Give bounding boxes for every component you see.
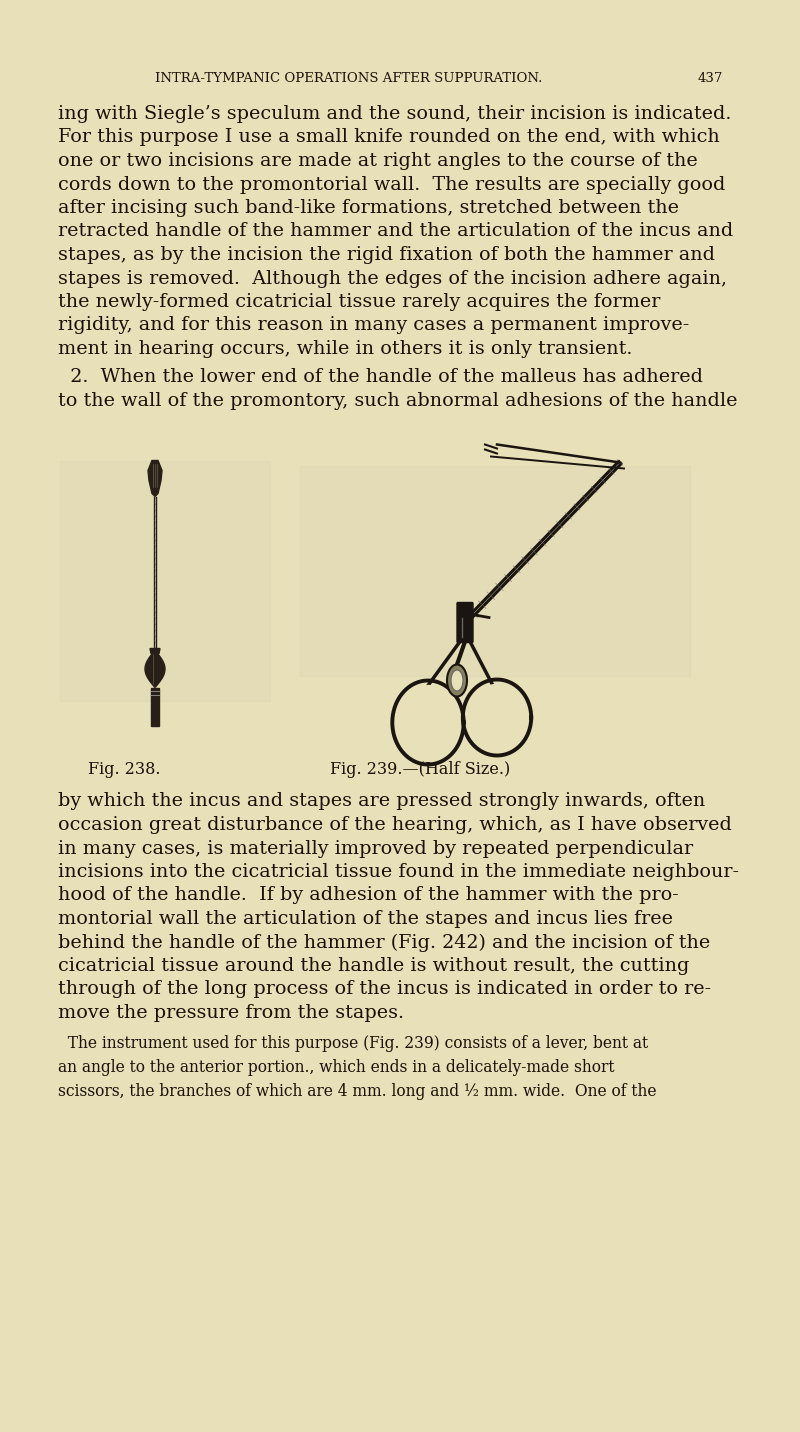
Text: cords down to the promontorial wall.  The results are specially good: cords down to the promontorial wall. The… <box>58 176 726 193</box>
Text: hood of the handle.  If by adhesion of the hammer with the pro-: hood of the handle. If by adhesion of th… <box>58 886 678 905</box>
Polygon shape <box>468 684 526 750</box>
Text: to the wall of the promontory, such abnormal adhesions of the handle: to the wall of the promontory, such abno… <box>58 392 738 410</box>
Ellipse shape <box>451 670 463 692</box>
Text: cicatricial tissue around the handle is without result, the cutting: cicatricial tissue around the handle is … <box>58 957 690 975</box>
Text: scissors, the branches of which are 4 mm. long and ½ mm. wide.  One of the: scissors, the branches of which are 4 mm… <box>58 1083 657 1100</box>
Text: retracted handle of the hammer and the articulation of the incus and: retracted handle of the hammer and the a… <box>58 222 734 241</box>
Text: an angle to the anterior portion., which ends in a delicately-made short: an angle to the anterior portion., which… <box>58 1060 614 1075</box>
Text: Fig. 239.—(Half Size.): Fig. 239.—(Half Size.) <box>330 760 510 778</box>
Text: INTRA-TYMPANIC OPERATIONS AFTER SUPPURATION.: INTRA-TYMPANIC OPERATIONS AFTER SUPPURAT… <box>155 72 542 84</box>
Text: one or two incisions are made at right angles to the course of the: one or two incisions are made at right a… <box>58 152 698 170</box>
Ellipse shape <box>447 664 467 696</box>
Text: Fig. 238.: Fig. 238. <box>88 760 161 778</box>
Polygon shape <box>398 686 458 759</box>
Text: stapes is removed.  Although the edges of the incision adhere again,: stapes is removed. Although the edges of… <box>58 269 727 288</box>
Text: stapes, as by the incision the rigid fixation of both the hammer and: stapes, as by the incision the rigid fix… <box>58 246 715 263</box>
Bar <box>60 461 270 700</box>
Text: in many cases, is materially improved by repeated perpendicular: in many cases, is materially improved by… <box>58 839 693 858</box>
Text: 437: 437 <box>698 72 723 84</box>
Polygon shape <box>150 649 160 653</box>
Bar <box>300 465 690 676</box>
FancyBboxPatch shape <box>457 603 473 643</box>
Text: ing with Siegle’s speculum and the sound, their incision is indicated.: ing with Siegle’s speculum and the sound… <box>58 105 731 123</box>
Text: behind the handle of the hammer (Fig. 242) and the incision of the: behind the handle of the hammer (Fig. 24… <box>58 934 710 952</box>
Text: incisions into the cicatricial tissue found in the immediate neighbour-: incisions into the cicatricial tissue fo… <box>58 863 739 881</box>
Text: montorial wall the articulation of the stapes and incus lies free: montorial wall the articulation of the s… <box>58 909 673 928</box>
Polygon shape <box>145 650 165 687</box>
Text: For this purpose I use a small knife rounded on the end, with which: For this purpose I use a small knife rou… <box>58 129 720 146</box>
Text: after incising such band-like formations, stretched between the: after incising such band-like formations… <box>58 199 679 218</box>
Text: 2.  When the lower end of the handle of the malleus has adhered: 2. When the lower end of the handle of t… <box>58 368 703 387</box>
Text: The instrument used for this purpose (Fig. 239) consists of a lever, bent at: The instrument used for this purpose (Fi… <box>58 1035 648 1053</box>
Text: occasion great disturbance of the hearing, which, as I have observed: occasion great disturbance of the hearin… <box>58 816 732 833</box>
Polygon shape <box>148 461 162 497</box>
Text: the newly-formed cicatricial tissue rarely acquires the former: the newly-formed cicatricial tissue rare… <box>58 294 660 311</box>
Text: by which the incus and stapes are pressed strongly inwards, often: by which the incus and stapes are presse… <box>58 792 706 811</box>
Text: rigidity, and for this reason in many cases a permanent improve-: rigidity, and for this reason in many ca… <box>58 316 690 335</box>
Text: move the pressure from the stapes.: move the pressure from the stapes. <box>58 1004 404 1022</box>
Text: ment in hearing occurs, while in others it is only transient.: ment in hearing occurs, while in others … <box>58 339 632 358</box>
Polygon shape <box>151 687 159 726</box>
Text: through of the long process of the incus is indicated in order to re-: through of the long process of the incus… <box>58 981 711 998</box>
